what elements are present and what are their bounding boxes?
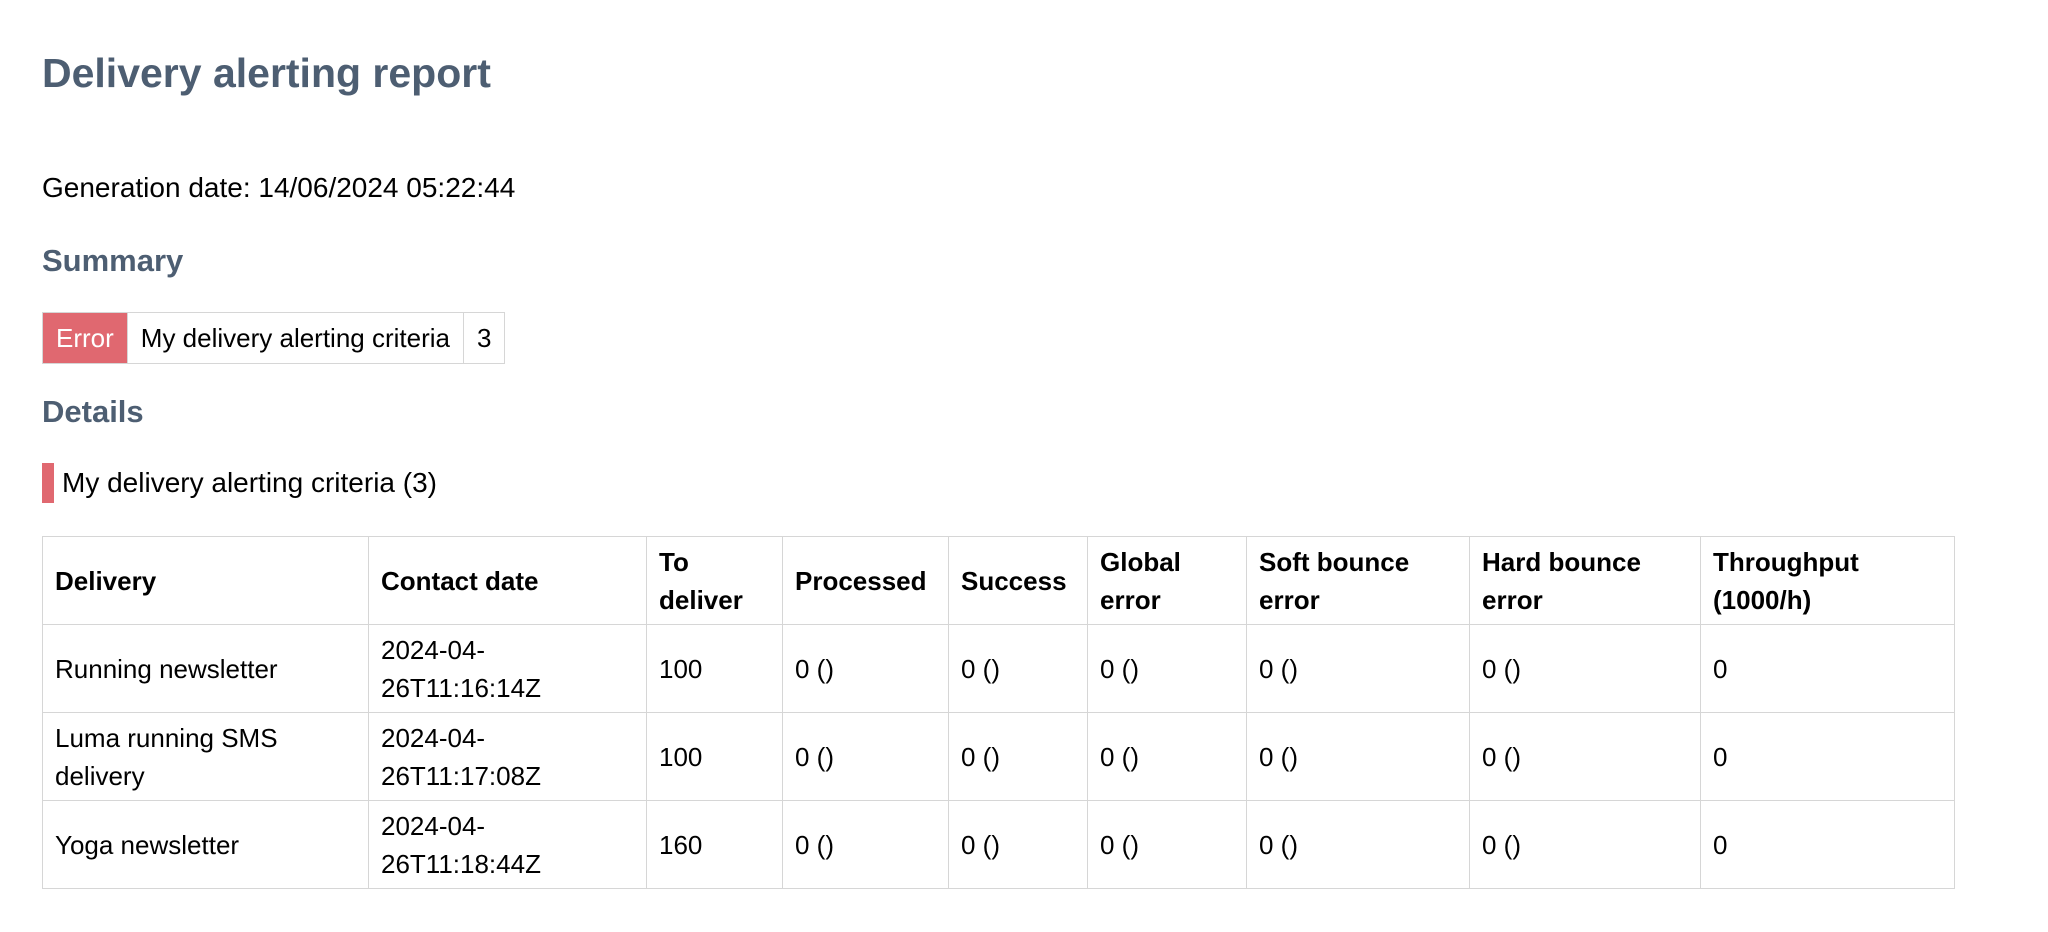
summary-table: Error My delivery alerting criteria 3 — [42, 312, 506, 364]
page-title: Delivery alerting report — [42, 50, 491, 96]
table-cell: 0 () — [1087, 800, 1247, 889]
table-cell: 0 () — [1087, 624, 1247, 713]
table-cell: 0 () — [782, 800, 949, 889]
column-header: Soft bounce error — [1246, 536, 1470, 625]
criteria-title-text: My delivery alerting criteria (3) — [62, 467, 437, 498]
table-cell: 0 () — [948, 624, 1088, 713]
table-cell: 0 () — [1246, 800, 1470, 889]
table-cell: 100 — [646, 712, 783, 801]
table-cell: 2024-04-26T11:16:14Z — [368, 624, 647, 713]
table-cell: Running newsletter — [42, 624, 369, 713]
column-header: Processed — [782, 536, 949, 625]
details-table: Delivery Contact date To deliver Process… — [42, 536, 1955, 889]
column-header: Contact date — [368, 536, 647, 625]
table-cell: 0 — [1700, 800, 1955, 889]
table-cell: 0 — [1700, 624, 1955, 713]
column-header: Success — [948, 536, 1088, 625]
summary-row: Error My delivery alerting criteria 3 — [42, 312, 506, 364]
table-row: Running newsletter 2024-04-26T11:16:14Z … — [42, 624, 1955, 713]
summary-criteria: My delivery alerting criteria — [126, 312, 465, 364]
column-header: Delivery — [42, 536, 369, 625]
table-header-row: Delivery Contact date To deliver Process… — [42, 536, 1955, 625]
table-cell: 0 () — [782, 712, 949, 801]
criteria-title: My delivery alerting criteria (3) — [42, 463, 437, 503]
column-header: Global error — [1087, 536, 1247, 625]
summary-count: 3 — [462, 312, 506, 364]
column-header: To deliver — [646, 536, 783, 625]
table-cell: 0 () — [1469, 800, 1701, 889]
table-cell: 0 () — [1469, 712, 1701, 801]
table-cell: 0 () — [1087, 712, 1247, 801]
table-cell: 2024-04-26T11:17:08Z — [368, 712, 647, 801]
details-heading: Details — [42, 394, 144, 429]
table-cell: 0 () — [1246, 712, 1470, 801]
table-cell: Yoga newsletter — [42, 800, 369, 889]
table-cell: 160 — [646, 800, 783, 889]
table-cell: Luma running SMS delivery — [42, 712, 369, 801]
table-cell: 100 — [646, 624, 783, 713]
table-cell: 0 — [1700, 712, 1955, 801]
table-cell: 0 () — [948, 800, 1088, 889]
status-badge: Error — [42, 312, 128, 364]
table-row: Luma running SMS delivery 2024-04-26T11:… — [42, 712, 1955, 801]
table-cell: 0 () — [782, 624, 949, 713]
column-header: Throughput (1000/h) — [1700, 536, 1955, 625]
error-marker — [42, 463, 54, 503]
table-row: Yoga newsletter 2024-04-26T11:18:44Z 160… — [42, 800, 1955, 889]
table-cell: 2024-04-26T11:18:44Z — [368, 800, 647, 889]
generation-date: Generation date: 14/06/2024 05:22:44 — [42, 172, 516, 203]
summary-heading: Summary — [42, 243, 184, 278]
column-header: Hard bounce error — [1469, 536, 1701, 625]
table-cell: 0 () — [1469, 624, 1701, 713]
table-cell: 0 () — [1246, 624, 1470, 713]
table-cell: 0 () — [948, 712, 1088, 801]
